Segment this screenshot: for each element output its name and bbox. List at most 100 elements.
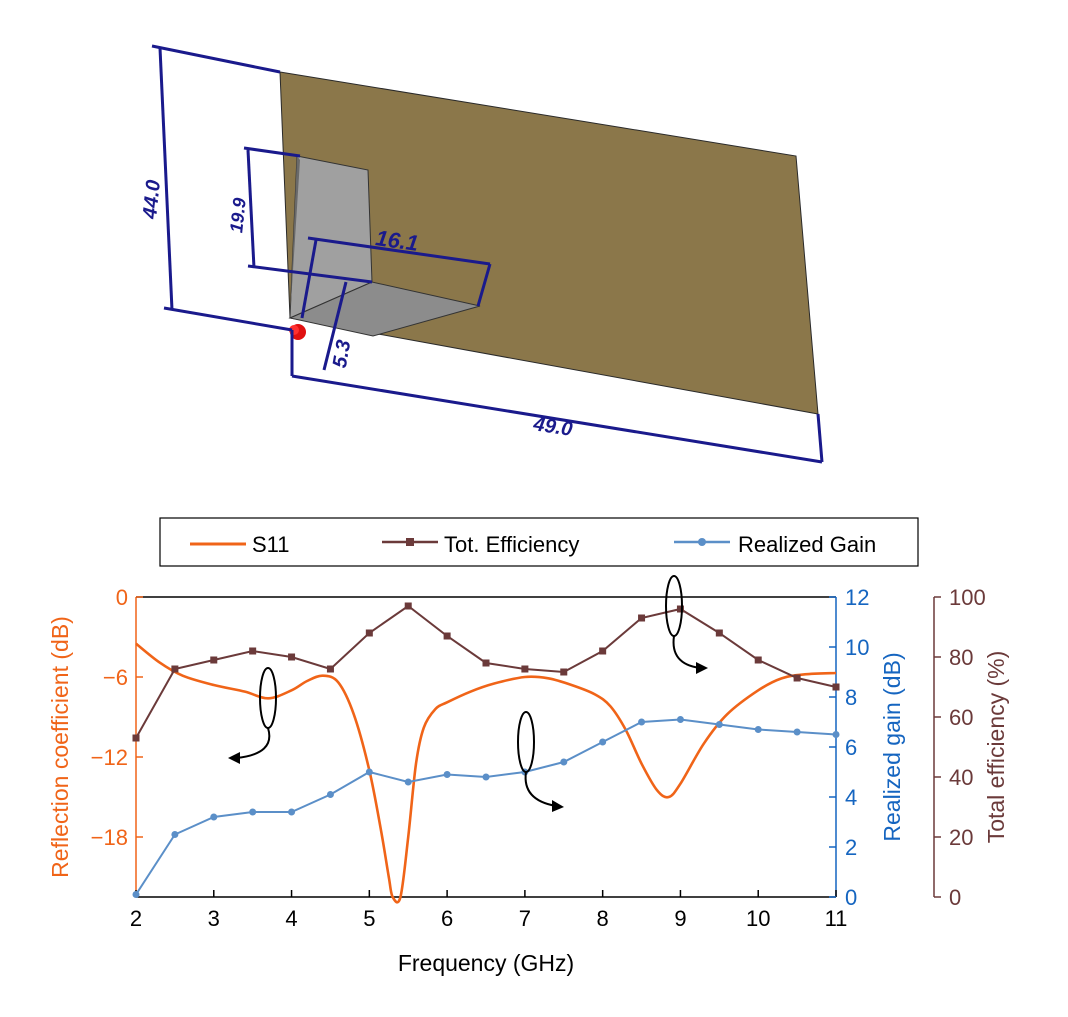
efficiency-point [754, 656, 762, 664]
gain-point [754, 726, 762, 733]
y-gain-tick-label: 4 [845, 785, 857, 810]
x-tick-label: 6 [441, 906, 453, 931]
y-efficiency-tick-label: 100 [949, 585, 986, 610]
gain-point [404, 778, 412, 786]
gain-point [171, 831, 179, 838]
y-efficiency-ticks: 0 20 40 60 80 100 [934, 585, 986, 910]
y-efficiency-tick-label: 20 [949, 825, 973, 850]
patch-back [290, 156, 300, 318]
efficiency-point [171, 665, 179, 673]
y-efficiency-tick-label: 0 [949, 885, 961, 910]
x-tick-label: 8 [597, 906, 609, 931]
efficiency-point [404, 602, 412, 610]
efficiency-point [521, 665, 529, 673]
x-tick-label: 4 [285, 906, 297, 931]
dim-length: 49.0 [531, 413, 574, 441]
gain-point [482, 773, 490, 781]
efficiency-point [365, 629, 373, 637]
y-gain-tick-label: 10 [845, 635, 869, 660]
gain-point [676, 716, 684, 723]
gain-point [832, 731, 840, 738]
x-tick-label: 3 [208, 906, 220, 931]
efficiency-point [832, 683, 840, 691]
x-tick-label: 2 [130, 906, 142, 931]
dimension-lines [151, 44, 824, 464]
efficiency-point [793, 674, 801, 682]
annotation-arrow-efficiency [672, 635, 701, 669]
series-line-efficiency [135, 604, 837, 739]
series-line-gain [135, 718, 837, 896]
y-left-ticks: 0 −6 −12 −18 [91, 585, 143, 850]
legend-label-efficiency: Tot. Efficiency [444, 532, 579, 557]
annotation-arrow-s11 [235, 727, 271, 759]
y-left-tick-label: 0 [116, 585, 128, 610]
y-gain-ticks: 0 2 4 6 8 10 12 [829, 585, 869, 910]
x-axis-label: Frequency (GHz) [398, 950, 574, 976]
series-line-s11 [135, 642, 837, 904]
efficiency-point [210, 656, 218, 664]
legend-box [159, 517, 919, 567]
y-left-axis-label: Reflection coefficient (dB) [47, 616, 73, 878]
y-efficiency-tick-label: 60 [949, 705, 973, 730]
x-tick-label: 9 [674, 906, 686, 931]
dim-height: 44.0 [139, 179, 165, 221]
y-left-tick-label: −6 [103, 665, 128, 690]
y-efficiency-tick-label: 40 [949, 765, 973, 790]
legend-marker-gain [698, 538, 706, 546]
efficiency-point [443, 632, 451, 640]
y-gain-tick-label: 0 [845, 885, 857, 910]
legend-label-gain: Realized Gain [738, 532, 876, 557]
efficiency-point [132, 734, 140, 742]
series-gain [132, 716, 840, 898]
gain-point [793, 728, 801, 736]
antenna-drawing: 44.0 19.9 16.1 5.3 49.0 [139, 44, 824, 464]
dim-patch-width: 16.1 [374, 225, 420, 256]
gain-point [326, 791, 334, 798]
y-left-tick-label: −12 [91, 745, 128, 770]
gain-point [132, 891, 140, 898]
gain-point [715, 721, 723, 728]
legend-marker-efficiency [406, 538, 414, 546]
annotation-arrowhead-gain [552, 800, 564, 812]
legend-label-s11: S11 [252, 532, 290, 557]
efficiency-point [288, 653, 296, 661]
gain-point [365, 768, 373, 776]
dim-offset: 5.3 [329, 338, 355, 369]
efficiency-point [482, 659, 490, 667]
gain-point [560, 758, 568, 766]
y-gain-tick-label: 12 [845, 585, 869, 610]
plot-area: 2 3 4 5 6 7 8 9 10 11 0 −6 −12 −18 0 2 4 6 8 10 12 0 20 40 60… [47, 575, 1009, 976]
x-tick-label: 5 [363, 906, 375, 931]
x-tick-label: 10 [746, 906, 770, 931]
gain-point [443, 771, 451, 778]
y-efficiency-axis-label: Total efficiency (%) [983, 651, 1009, 844]
gain-point [599, 738, 607, 746]
x-tick-label: 11 [825, 906, 848, 931]
y-left-tick-label: −18 [91, 825, 128, 850]
efficiency-point [326, 665, 334, 673]
efficiency-point [249, 647, 257, 655]
efficiency-point [599, 647, 607, 655]
y-efficiency-tick-label: 80 [949, 645, 973, 670]
annotation-ellipse-gain [517, 711, 535, 773]
efficiency-point [560, 668, 568, 676]
gain-point [638, 718, 646, 726]
y-gain-axis-label: Realized gain (dB) [879, 652, 905, 841]
gain-point [288, 808, 296, 816]
gain-point [249, 808, 257, 816]
dim-patch-height: 19.9 [226, 197, 250, 234]
y-gain-tick-label: 8 [845, 685, 857, 710]
efficiency-point [638, 614, 646, 622]
annotation-arrowhead-s11 [228, 752, 240, 764]
gain-point [210, 813, 218, 821]
x-ticks: 2 3 4 5 6 7 8 9 10 11 [130, 890, 848, 931]
series-s11 [135, 642, 837, 904]
annotations [228, 575, 708, 812]
annotation-arrowhead-efficiency [696, 662, 708, 674]
x-tick-label: 7 [519, 906, 531, 931]
series-efficiency [132, 602, 840, 742]
y-gain-tick-label: 6 [845, 735, 857, 760]
patch-bottom [288, 281, 481, 337]
legend: S11 Tot. Efficiency Realized Gain [159, 517, 919, 567]
